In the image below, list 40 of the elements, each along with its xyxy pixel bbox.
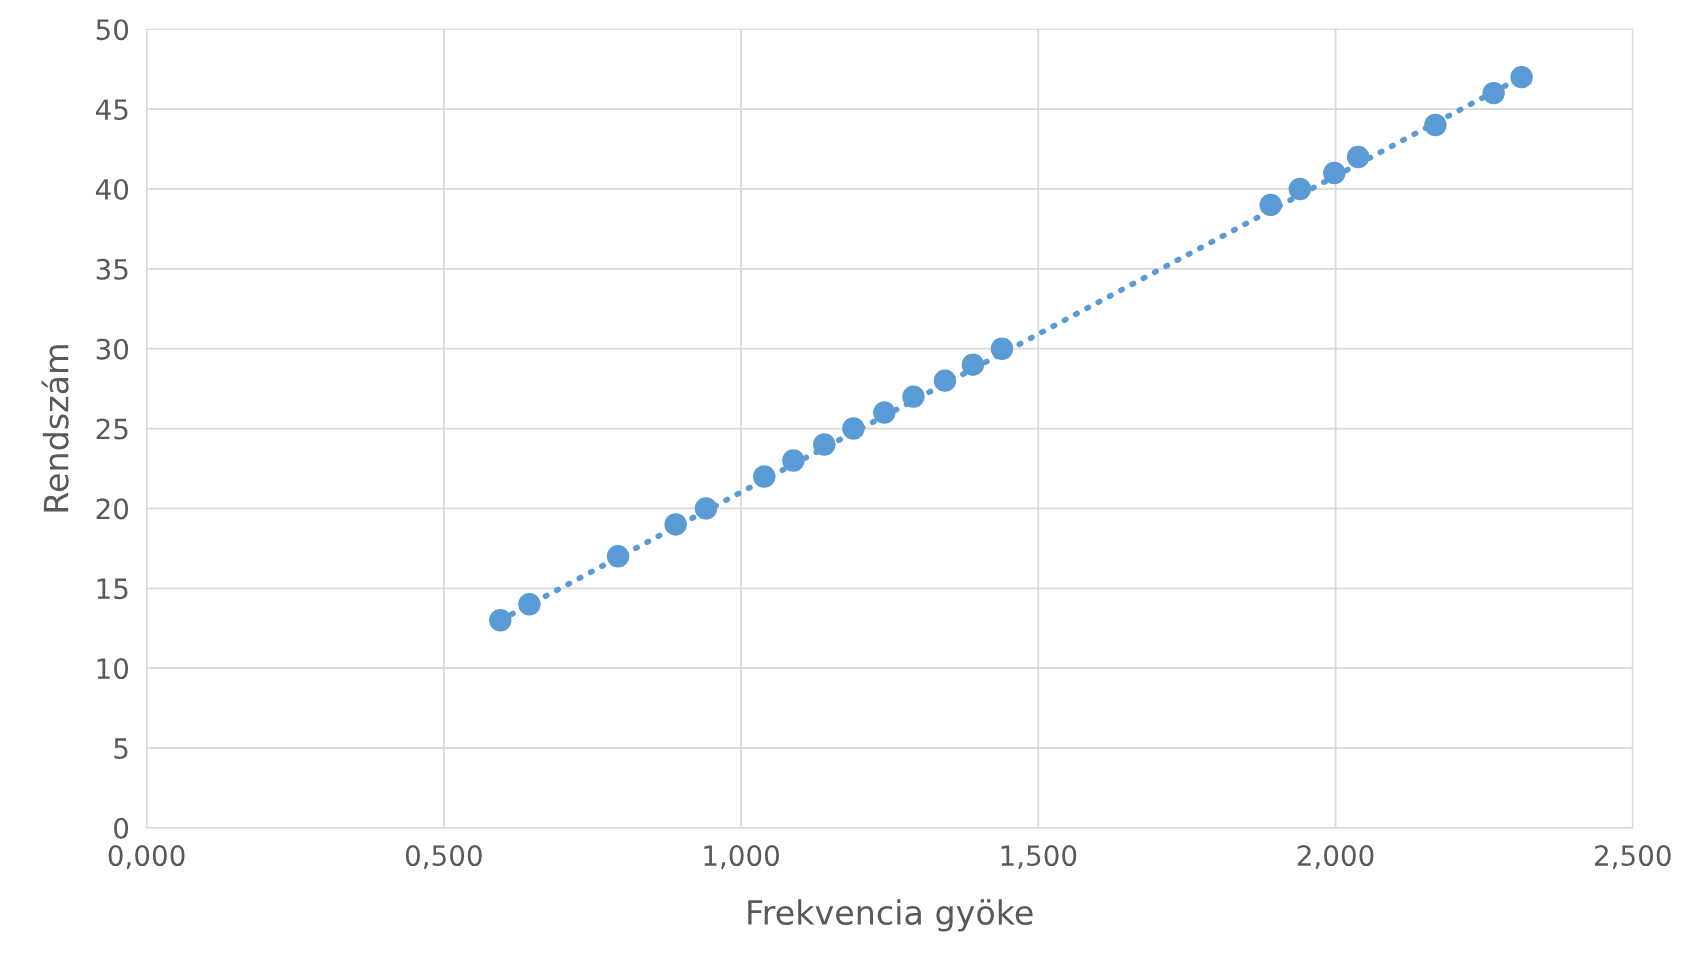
y-tick-label: 35 — [96, 258, 128, 280]
point — [1259, 193, 1282, 217]
x-tick-label: 1,500 — [1001, 845, 1077, 869]
y-tick-label: 15 — [97, 578, 128, 600]
point — [961, 353, 985, 376]
y-axis-title: Rendszám — [41, 345, 69, 512]
point — [842, 417, 865, 440]
point — [489, 609, 512, 632]
y-tick-label: 20 — [96, 498, 129, 520]
y-tick-label: 0 — [114, 817, 129, 839]
point — [902, 385, 925, 408]
point — [1482, 81, 1505, 105]
x-tick-label: 2,500 — [1595, 845, 1671, 869]
y-tick-label: 5 — [114, 738, 128, 759]
y-tick-label: 30 — [96, 338, 129, 360]
y-tick-label: 40 — [95, 178, 129, 200]
x-tick-label: 1,000 — [704, 845, 779, 869]
x-axis-title: Frekvencia gyöke — [748, 899, 1033, 932]
y-tick-label: 45 — [95, 99, 128, 121]
y-tick-label: 50 — [96, 19, 129, 41]
x-tick-label: 0,000 — [108, 845, 185, 869]
point — [1346, 145, 1370, 169]
point — [518, 593, 541, 616]
point — [873, 401, 896, 424]
point — [606, 545, 630, 568]
point — [1510, 65, 1533, 89]
y-tick-label: 25 — [96, 418, 128, 440]
point — [990, 337, 1014, 360]
point — [933, 369, 957, 392]
point — [1323, 161, 1346, 185]
y-tick-label: 10 — [97, 658, 129, 680]
point — [1288, 177, 1312, 201]
point — [664, 513, 687, 536]
point — [753, 465, 776, 488]
point — [813, 433, 836, 456]
point — [1424, 113, 1447, 137]
x-tick-label: 2,000 — [1297, 845, 1374, 869]
point — [694, 497, 718, 520]
x-tick-label: 0,500 — [405, 845, 482, 869]
point — [782, 449, 805, 472]
